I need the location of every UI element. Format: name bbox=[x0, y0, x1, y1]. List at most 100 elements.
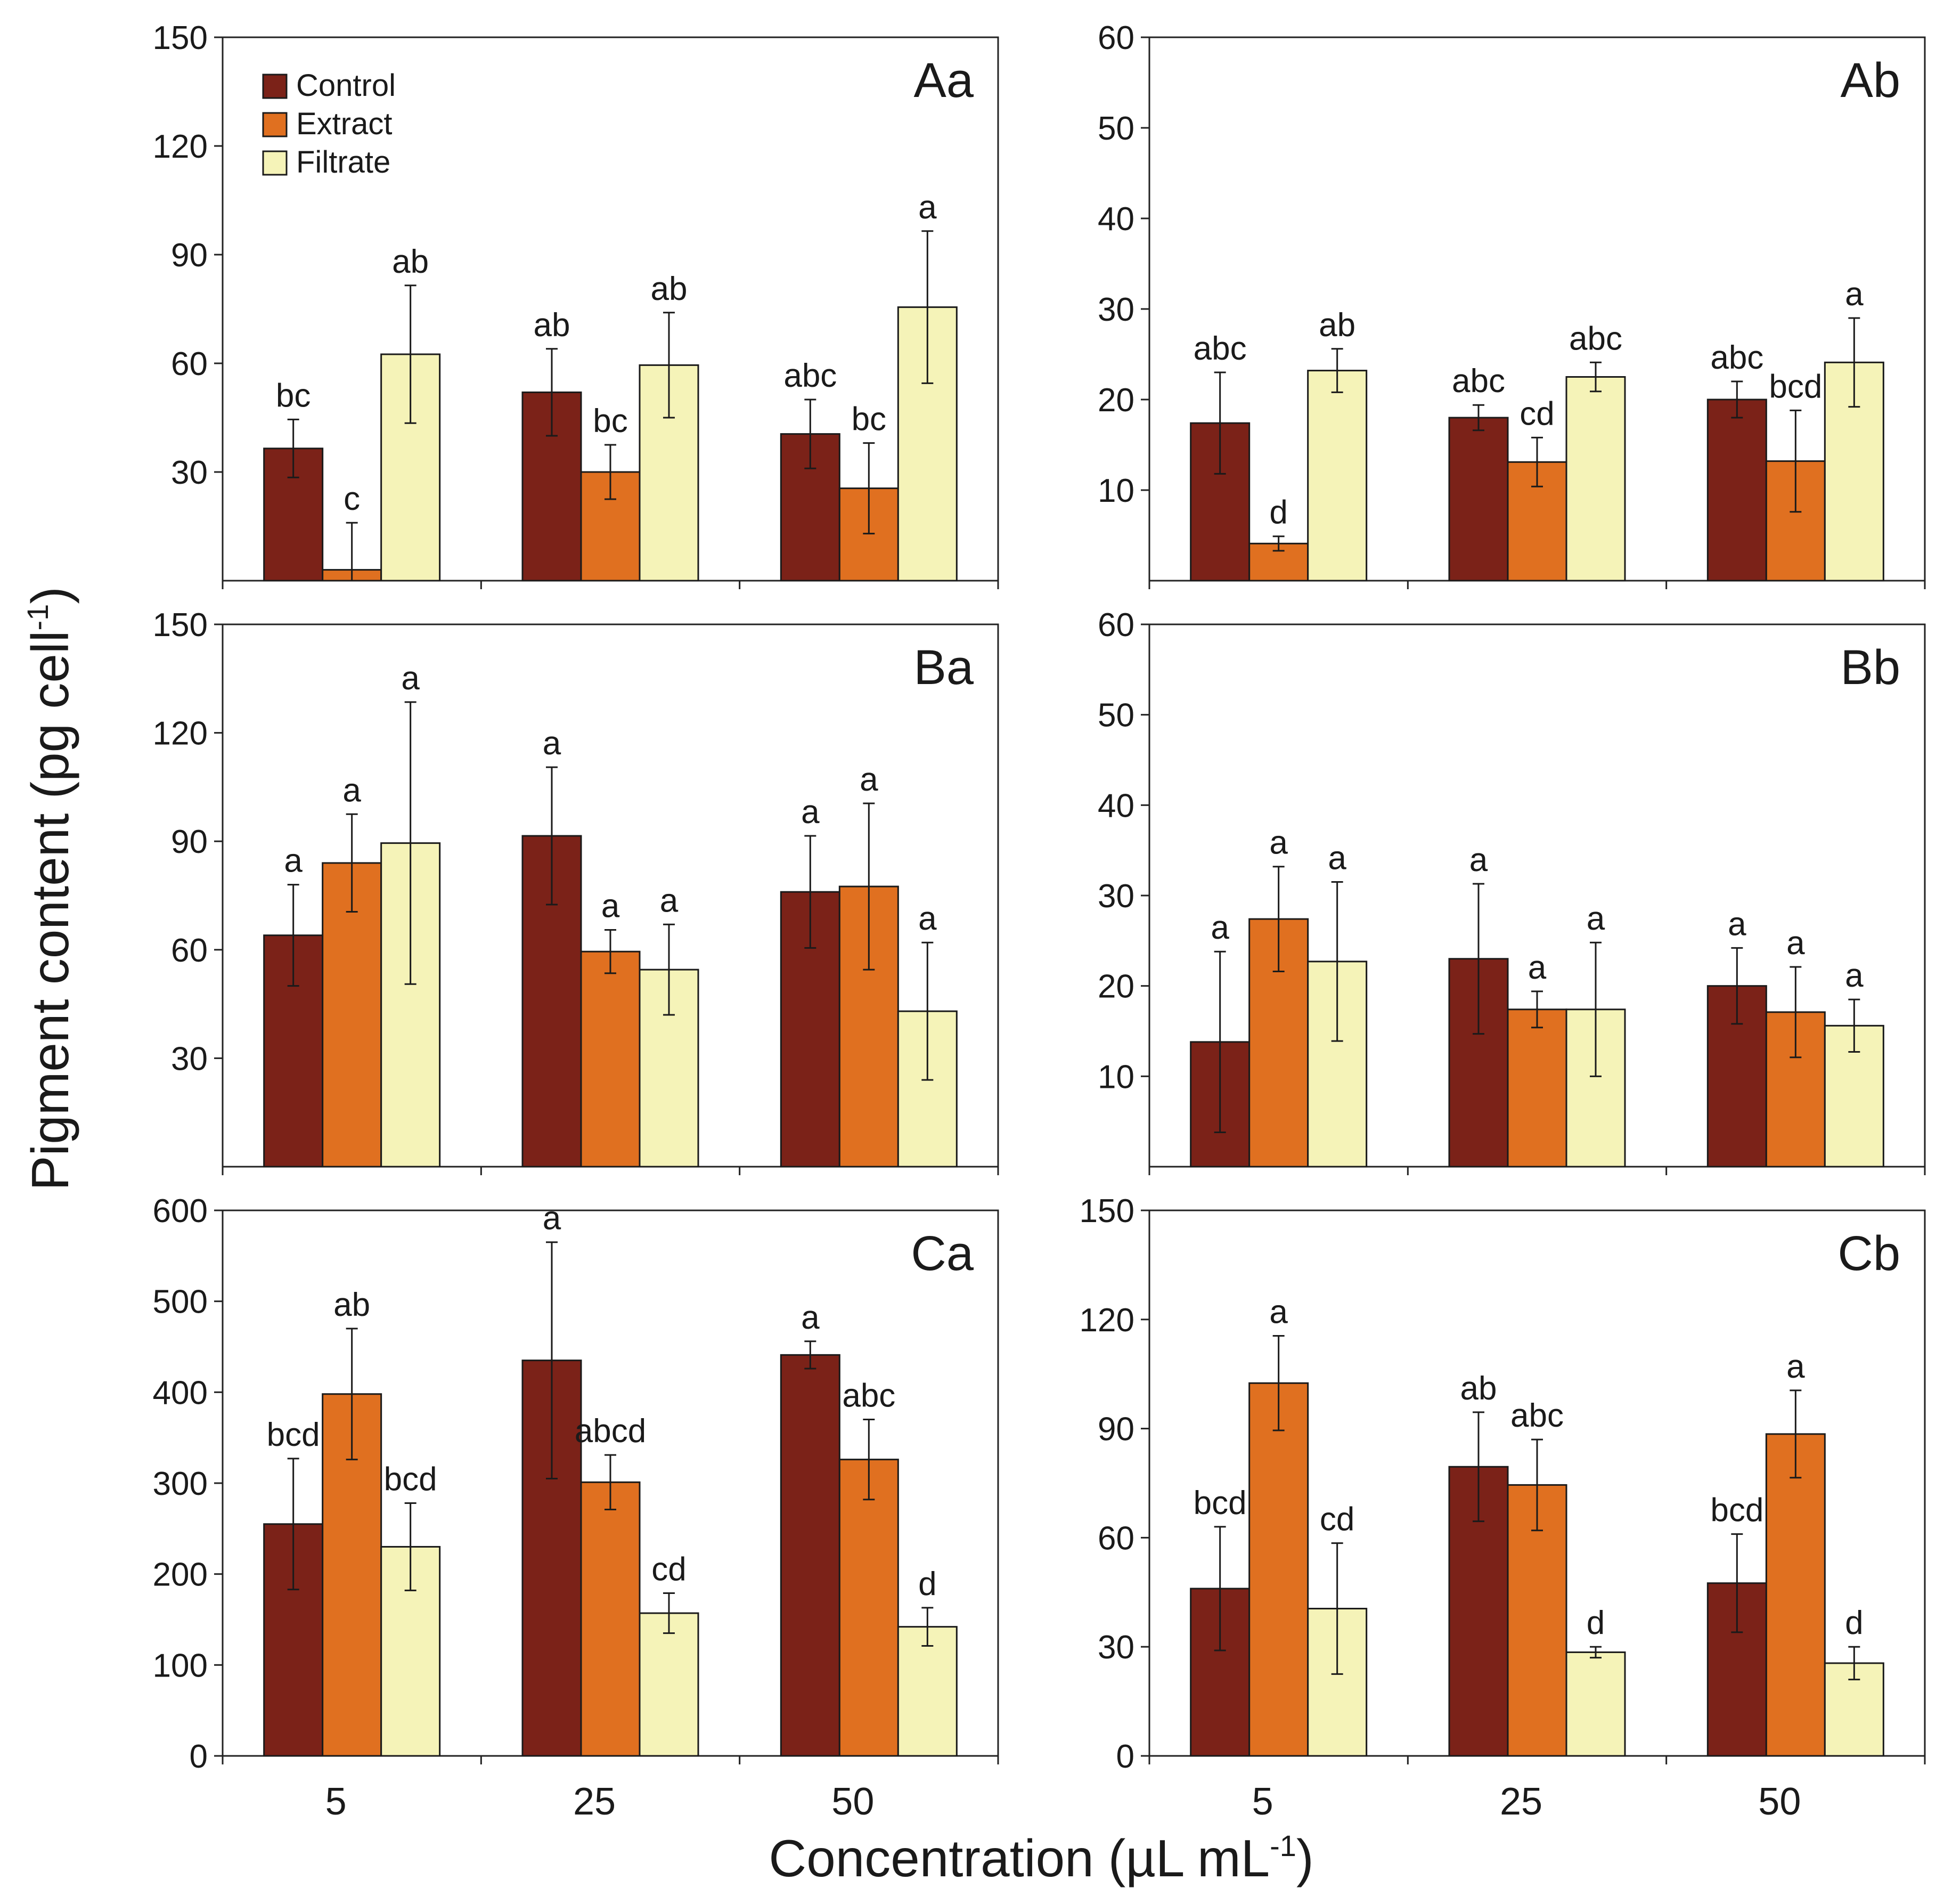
significance-letter: c bbox=[344, 481, 360, 517]
y-axis-title-main: Pigment content (pg cell bbox=[21, 631, 79, 1191]
significance-letter: a bbox=[801, 1299, 820, 1336]
significance-letter: abc bbox=[1510, 1397, 1564, 1434]
y-axis-title-superscript: -1 bbox=[21, 604, 54, 631]
bar-filtrate bbox=[1307, 1608, 1368, 1757]
panel-label: Ab bbox=[1840, 53, 1900, 108]
panel-label: Ca bbox=[911, 1226, 974, 1281]
bar-control bbox=[780, 1354, 840, 1757]
significance-letter: a bbox=[1469, 842, 1488, 878]
significance-letter: abc bbox=[842, 1378, 895, 1414]
y-axis-title-end: ) bbox=[21, 587, 79, 604]
y-tick-label: 30 bbox=[1098, 1629, 1134, 1666]
panel-label: Bb bbox=[1840, 640, 1900, 695]
y-tick-label: 60 bbox=[1098, 1520, 1134, 1557]
significance-letter: a bbox=[1728, 906, 1746, 942]
significance-letter: ab bbox=[1319, 307, 1355, 344]
y-tick-label: 150 bbox=[153, 20, 208, 56]
x-tick-label: 50 bbox=[831, 1780, 874, 1823]
bar-extract bbox=[838, 1459, 899, 1757]
significance-letter: bcd bbox=[267, 1417, 320, 1453]
y-tick-label: 20 bbox=[1098, 382, 1134, 419]
legend-label-extract: Extract bbox=[296, 107, 393, 141]
y-tick-label: 120 bbox=[153, 128, 208, 165]
bar-filtrate bbox=[1565, 1651, 1626, 1757]
y-tick-label: 20 bbox=[1098, 969, 1134, 1005]
y-tick-label: 0 bbox=[190, 1738, 208, 1775]
significance-letter: bcd bbox=[1769, 368, 1822, 405]
y-tick-label: 60 bbox=[1098, 20, 1134, 56]
significance-letter: a bbox=[1269, 825, 1288, 861]
significance-letter: bc bbox=[276, 377, 311, 414]
significance-letter: bc bbox=[593, 403, 627, 440]
legend: Control Extract Filtrate bbox=[262, 68, 396, 180]
y-tick-label: 10 bbox=[1098, 473, 1134, 509]
significance-letter: bc bbox=[852, 401, 886, 438]
legend-swatch-extract bbox=[262, 112, 288, 137]
bar-filtrate bbox=[1307, 370, 1368, 582]
y-tick-label: 120 bbox=[1080, 1302, 1134, 1339]
y-tick-label: 90 bbox=[1098, 1411, 1134, 1448]
significance-letter: cd bbox=[651, 1551, 686, 1588]
x-axis-title-main: Concentration (µL mL bbox=[769, 1829, 1270, 1887]
y-tick-label: 40 bbox=[1098, 201, 1134, 238]
significance-letter: abc bbox=[783, 357, 837, 394]
legend-swatch-control bbox=[262, 74, 288, 99]
significance-letter: a bbox=[1786, 1348, 1805, 1385]
bar-control bbox=[1448, 417, 1509, 582]
y-tick-label: 60 bbox=[1098, 607, 1134, 644]
significance-letter: a bbox=[660, 882, 679, 919]
x-axis-title: Concentration (µL mL-1) bbox=[769, 1829, 1313, 1887]
x-axis-title-end: ) bbox=[1296, 1829, 1314, 1887]
bar-filtrate bbox=[380, 842, 441, 1168]
significance-letter: a bbox=[1786, 925, 1805, 962]
significance-letter: a bbox=[601, 888, 620, 924]
y-tick-label: 30 bbox=[171, 1040, 208, 1077]
y-tick-label: 30 bbox=[1098, 291, 1134, 328]
bar-extract bbox=[1507, 1008, 1567, 1168]
significance-letter: a bbox=[1845, 957, 1864, 994]
significance-letter: a bbox=[1587, 900, 1605, 937]
significance-letter: a bbox=[918, 189, 937, 226]
y-tick-label: 300 bbox=[153, 1466, 208, 1502]
y-axis-title: Pigment content (pg cell-1) bbox=[21, 587, 79, 1191]
y-tick-label: 90 bbox=[171, 824, 208, 860]
x-tick-label: 5 bbox=[1252, 1780, 1273, 1823]
significance-letter: abcd bbox=[575, 1413, 646, 1450]
significance-letter: abc bbox=[1194, 330, 1247, 367]
x-tick-label: 5 bbox=[325, 1780, 347, 1823]
significance-letter: a bbox=[1845, 276, 1864, 313]
bar-extract bbox=[580, 1481, 641, 1757]
panel-Ba: 30 60 90 120 150 a a a a a a a a a Ba bbox=[153, 607, 999, 1175]
legend-label-filtrate: Filtrate bbox=[296, 145, 390, 180]
significance-letter: d bbox=[1845, 1605, 1863, 1641]
significance-letter: ab bbox=[392, 243, 429, 280]
y-tick-label: 120 bbox=[153, 715, 208, 752]
bar-filtrate bbox=[1565, 376, 1626, 582]
y-tick-label: 0 bbox=[1116, 1738, 1134, 1775]
y-tick-label: 100 bbox=[153, 1647, 208, 1684]
significance-letter: a bbox=[1211, 909, 1229, 946]
y-tick-label: 50 bbox=[1098, 110, 1134, 147]
y-tick-label: 400 bbox=[153, 1374, 208, 1411]
y-tick-label: 30 bbox=[1098, 878, 1134, 915]
significance-letter: d bbox=[1269, 494, 1287, 531]
significance-letter: a bbox=[1328, 840, 1346, 877]
y-tick-label: 60 bbox=[171, 932, 208, 969]
significance-letter: ab bbox=[534, 307, 570, 344]
y-tick-label: 150 bbox=[1080, 1193, 1134, 1230]
y-tick-label: 150 bbox=[153, 607, 208, 644]
x-tick-label: 25 bbox=[1500, 1780, 1542, 1823]
significance-letter: a bbox=[543, 1200, 561, 1237]
significance-letter: cd bbox=[1520, 395, 1554, 432]
x-axis-title-superscript: -1 bbox=[1270, 1829, 1296, 1862]
significance-letter: a bbox=[543, 725, 561, 762]
y-tick-label: 60 bbox=[171, 346, 208, 383]
bar-extract bbox=[1765, 1433, 1826, 1757]
x-tick-label: 50 bbox=[1758, 1780, 1801, 1823]
x-tick-label: 25 bbox=[573, 1780, 616, 1823]
significance-letter: a bbox=[342, 772, 361, 809]
